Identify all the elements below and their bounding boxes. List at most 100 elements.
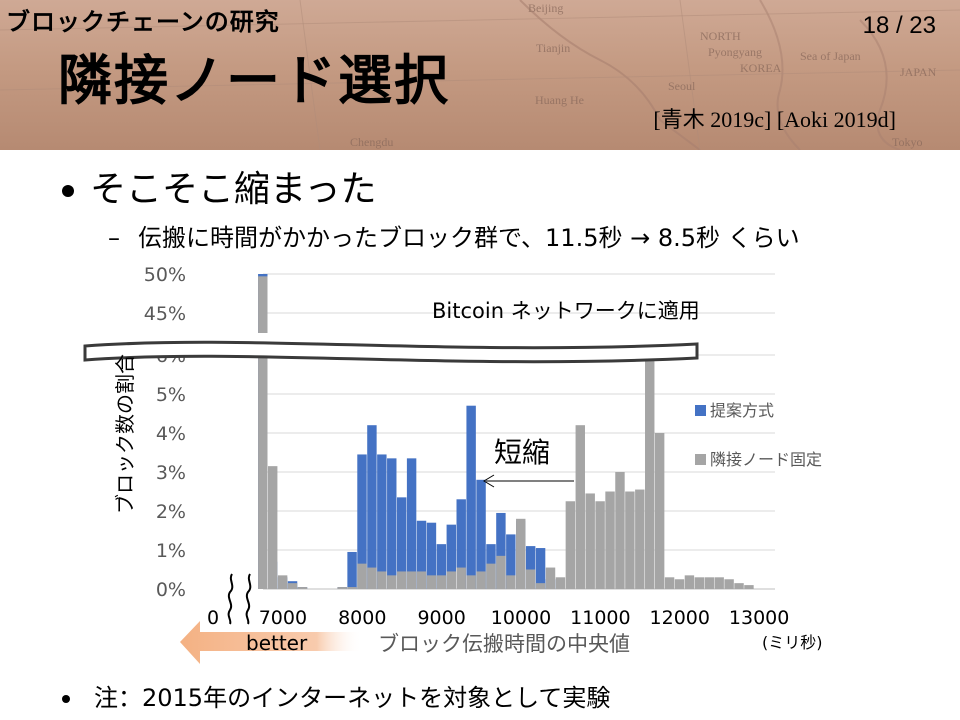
title-banner: Beijing Tianjin NORTH Pyongyang KOREA Se… [0,0,960,150]
bar [357,454,367,589]
bar [734,583,744,589]
bar [357,563,367,589]
series-title: ブロックチェーンの研究 [6,8,280,36]
bar [575,425,585,589]
bar [396,571,407,589]
bar [456,499,466,589]
bar [387,575,397,589]
x-tick-label: 10000 [491,607,551,629]
map-label: JAPAN [900,65,937,79]
map-label: Chengdu [350,135,393,149]
bar [664,577,675,589]
bar [565,501,576,589]
bullet-main-text: そこそこ縮まった [90,169,377,210]
bar [277,575,288,589]
shortened-note: 短縮 [494,436,550,469]
bar [545,567,556,589]
page-number: 18 / 23 [862,12,936,39]
better-label: better [246,631,308,655]
bar [496,512,506,589]
bar [297,587,308,589]
bar [367,567,377,589]
better-arrow [180,621,362,664]
bar [367,425,377,589]
bar [506,534,516,589]
bullet-main: そこそこ縮まった [62,160,377,212]
map-label: Tokyo [892,135,923,149]
bar [416,520,427,589]
bar [396,497,407,589]
bar [476,479,486,589]
legend-swatch-baseline [695,454,706,465]
bar [406,458,417,589]
bar [267,466,278,589]
bullet-footnote: 注：2015年のインターネットを対象として実験 [62,678,610,713]
unit-label: (ミリ秒) [762,633,823,652]
bar [516,518,526,589]
bar [426,575,437,589]
x-axis-label: ブロック伝搬時間の中央値 [378,632,630,656]
x-tick-label: 11000 [570,607,630,629]
bar [635,489,645,589]
bar [724,579,734,589]
applied-note: Bitcoin ネットワークに適用 [432,299,700,323]
legend-swatch-proposed [695,405,706,416]
x-tick-label: 13000 [729,607,789,629]
histogram-chart: 0%1%2%3%4%5%6%45%50% 0700080009000100001… [83,264,823,664]
map-label: Tianjin [536,41,570,55]
bar [595,501,605,589]
bar [605,491,615,589]
y-tick-label: 4% [156,423,186,445]
bar [446,524,457,589]
x-tick-label: 0 [207,607,219,629]
bar [615,472,625,589]
bar [684,575,695,589]
citation: [青木 2019c] [Aoki 2019d] [653,107,896,132]
bar [466,575,476,589]
bullet-dot [62,185,74,197]
x-tick-label: 7000 [259,607,307,629]
bar [436,575,447,589]
bar [694,577,705,589]
y-axis-label: ブロック数の割合 [113,354,137,514]
bars [258,274,754,589]
y-tick-label: 5% [156,384,186,406]
legend-proposed: 提案方式 [710,401,774,420]
map-label: KOREA [740,61,782,75]
bar [347,587,357,589]
map-label: Seoul [668,79,696,93]
bar [387,458,397,589]
axis-gap-squiggle [227,573,252,625]
y-tick-label: 3% [156,462,186,484]
y-tick-label: 1% [156,540,186,562]
bar [585,493,595,589]
bar [436,544,447,589]
bullet-dot [62,695,70,703]
axis-break [83,340,699,364]
map-label: Pyongyang [708,45,762,59]
bar [645,358,655,589]
bar [377,454,387,589]
map-label: Sea of Japan [800,49,861,63]
bar [347,551,357,589]
slide-title: 隣接ノード選択 [58,49,450,112]
bar [486,563,496,589]
x-tick-label: 9000 [417,607,465,629]
bullet-sub-text: 伝搬に時間がかかったブロック群で、11.5秒 → 8.5秒 くらい [138,224,800,252]
bar [377,571,387,589]
bar [258,276,268,333]
bar [625,491,635,589]
bar [674,579,685,589]
bar [525,569,536,589]
bar [704,577,714,589]
bar [506,575,516,589]
map-background: Beijing Tianjin NORTH Pyongyang KOREA Se… [0,0,960,150]
bar [476,571,486,589]
bullet-footnote-text: 注：2015年のインターネットを対象として実験 [94,684,611,712]
bar [287,583,298,589]
y-tick-label: 45% [144,303,186,325]
x-axis-tick-labels: 0 7000 8000 9000 10000 11000 12000 13000 [207,607,789,629]
shortened-arrow [483,474,574,488]
map-label: Beijing [528,1,563,15]
x-tick-label: 12000 [650,607,710,629]
